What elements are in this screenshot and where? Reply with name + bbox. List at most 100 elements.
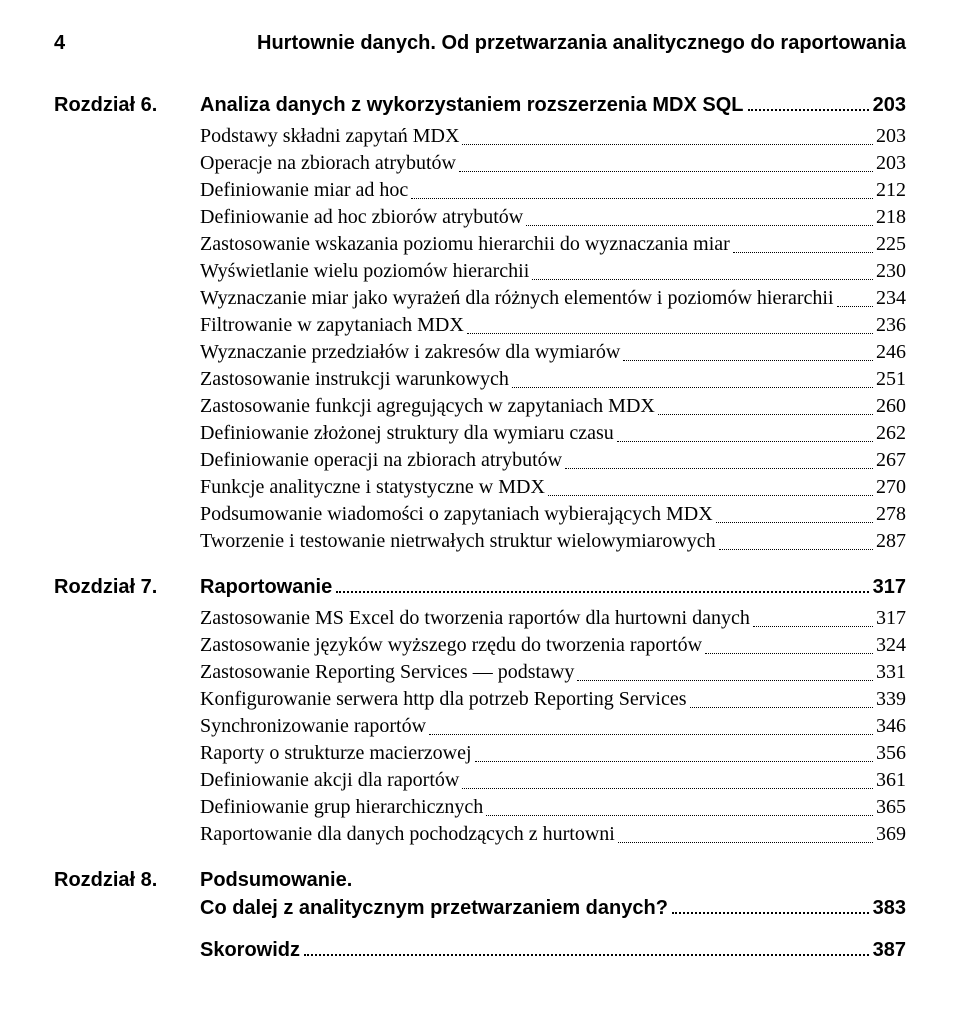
- chapter-title-text: Analiza danych z wykorzystaniem rozszerz…: [200, 91, 744, 119]
- leader-dots: [304, 941, 869, 956]
- leader-dots: [658, 414, 873, 415]
- chapter-title: Podsumowanie.Co dalej z analitycznym prz…: [200, 866, 906, 922]
- toc-entry: Podstawy składni zapytań MDX 203: [200, 123, 906, 150]
- toc-entry: Zastosowanie Reporting Services — podsta…: [200, 659, 906, 686]
- entry-page: 270: [876, 474, 906, 501]
- chapter-label: Rozdział 8.: [54, 866, 194, 894]
- chapter-heading: Rozdział 6.Analiza danych z wykorzystani…: [54, 91, 906, 119]
- entry-page: 387: [873, 936, 906, 964]
- entry-title: Zastosowanie funkcji agregujących w zapy…: [200, 393, 655, 420]
- toc-entry: Tworzenie i testowanie nietrwałych struk…: [200, 528, 906, 555]
- leader-dots: [512, 387, 873, 388]
- chapter-entries: Zastosowanie MS Excel do tworzenia rapor…: [200, 605, 906, 848]
- chapter-sub-entries: Skorowidz 387: [200, 936, 906, 964]
- chapter-title: Raportowanie 317: [200, 573, 906, 601]
- chapter-label: Rozdział 6.: [54, 91, 194, 119]
- toc-entry: Definiowanie miar ad hoc 212: [200, 177, 906, 204]
- leader-dots: [577, 680, 873, 681]
- entry-page: 317: [876, 605, 906, 632]
- entry-title: Konfigurowanie serwera http dla potrzeb …: [200, 686, 687, 713]
- toc-entry: Definiowanie ad hoc zbiorów atrybutów 218: [200, 204, 906, 231]
- chapter: Rozdział 7.Raportowanie 317 Zastosowanie …: [54, 573, 906, 848]
- entry-page: 267: [876, 447, 906, 474]
- entry-page: 234: [876, 285, 906, 312]
- leader-dots: [548, 495, 873, 496]
- entry-page: 346: [876, 713, 906, 740]
- toc-entry: Raportowanie dla danych pochodzących z h…: [200, 821, 906, 848]
- entry-page: 203: [876, 150, 906, 177]
- leader-dots: [526, 225, 873, 226]
- entry-title: Podsumowanie wiadomości o zapytaniach wy…: [200, 501, 713, 528]
- entry-title: Zastosowanie MS Excel do tworzenia rapor…: [200, 605, 750, 632]
- entry-page: 236: [876, 312, 906, 339]
- leader-dots: [672, 899, 869, 914]
- entry-title: Wyznaczanie przedziałów i zakresów dla w…: [200, 339, 620, 366]
- entry-page: 218: [876, 204, 906, 231]
- chapter-title-text: Raportowanie: [200, 573, 332, 601]
- chapter-title-text: Podsumowanie.: [200, 866, 352, 894]
- entry-page: 260: [876, 393, 906, 420]
- entry-page: 278: [876, 501, 906, 528]
- entry-page: 369: [876, 821, 906, 848]
- entry-page: 339: [876, 686, 906, 713]
- toc-entry: Definiowanie złożonej struktury dla wymi…: [200, 420, 906, 447]
- entry-page: 365: [876, 794, 906, 821]
- chapter-heading: Rozdział 7.Raportowanie 317: [54, 573, 906, 601]
- toc-entry: Skorowidz 387: [200, 936, 906, 964]
- entry-page: 251: [876, 366, 906, 393]
- entry-title: Operacje na zbiorach atrybutów: [200, 150, 456, 177]
- toc-entry: Definiowanie akcji dla raportów361: [200, 767, 906, 794]
- entry-title: Zastosowanie Reporting Services — podsta…: [200, 659, 574, 686]
- chapter-label: Rozdział 7.: [54, 573, 194, 601]
- entry-title: Definiowanie akcji dla raportów: [200, 767, 459, 794]
- chapter-title-text: Co dalej z analitycznym przetwarzaniem d…: [200, 894, 668, 922]
- leader-dots: [467, 333, 873, 334]
- entry-page: 324: [876, 632, 906, 659]
- entry-page: 203: [876, 123, 906, 150]
- toc-entry: Konfigurowanie serwera http dla potrzeb …: [200, 686, 906, 713]
- leader-dots: [565, 468, 873, 469]
- leader-dots: [411, 198, 873, 199]
- entry-title: Definiowanie grup hierarchicznych: [200, 794, 483, 821]
- toc-entry: Synchronizowanie raportów346: [200, 713, 906, 740]
- leader-dots: [486, 815, 873, 816]
- entry-title: Raporty o strukturze macierzowej: [200, 740, 472, 767]
- entry-title: Podstawy składni zapytań MDX: [200, 123, 459, 150]
- toc-entry: Wyznaczanie przedziałów i zakresów dla w…: [200, 339, 906, 366]
- entry-page: 356: [876, 740, 906, 767]
- chapter-page: 383: [873, 894, 906, 922]
- leader-dots: [475, 761, 873, 762]
- chapter-page: 317: [873, 573, 906, 601]
- entry-title: Wyznaczanie miar jako wyrażeń dla różnyc…: [200, 285, 834, 312]
- leader-dots: [716, 522, 873, 523]
- leader-dots: [690, 707, 873, 708]
- toc-entry: Zastosowanie instrukcji warunkowych251: [200, 366, 906, 393]
- toc-entry: Filtrowanie w zapytaniach MDX 236: [200, 312, 906, 339]
- leader-dots: [459, 171, 873, 172]
- entry-title: Tworzenie i testowanie nietrwałych struk…: [200, 528, 716, 555]
- leader-dots: [837, 306, 873, 307]
- leader-dots: [532, 279, 873, 280]
- toc-entry: Zastosowanie funkcji agregujących w zapy…: [200, 393, 906, 420]
- entry-page: 262: [876, 420, 906, 447]
- table-of-contents: Rozdział 6.Analiza danych z wykorzystani…: [54, 91, 906, 964]
- entry-title: Definiowanie miar ad hoc: [200, 177, 408, 204]
- toc-entry: Definiowanie operacji na zbiorach atrybu…: [200, 447, 906, 474]
- toc-entry: Raporty o strukturze macierzowej 356: [200, 740, 906, 767]
- entry-page: 212: [876, 177, 906, 204]
- toc-entry: Wyznaczanie miar jako wyrażeń dla różnyc…: [200, 285, 906, 312]
- leader-dots: [617, 441, 873, 442]
- chapter: Rozdział 8.Podsumowanie.Co dalej z anali…: [54, 866, 906, 964]
- entry-title: Definiowanie złożonej struktury dla wymi…: [200, 420, 614, 447]
- chapter: Rozdział 6.Analiza danych z wykorzystani…: [54, 91, 906, 555]
- leader-dots: [753, 626, 873, 627]
- entry-page: 246: [876, 339, 906, 366]
- running-title: Hurtownie danych. Od przetwarzania anali…: [257, 32, 906, 55]
- leader-dots: [748, 96, 869, 111]
- entry-title: Zastosowanie języków wyższego rzędu do t…: [200, 632, 702, 659]
- chapter-title: Analiza danych z wykorzystaniem rozszerz…: [200, 91, 906, 119]
- running-header: 4 Hurtownie danych. Od przetwarzania ana…: [54, 32, 906, 55]
- toc-entry: Funkcje analityczne i statystyczne w MDX…: [200, 474, 906, 501]
- entry-title: Definiowanie ad hoc zbiorów atrybutów: [200, 204, 523, 231]
- entry-title: Filtrowanie w zapytaniach MDX: [200, 312, 464, 339]
